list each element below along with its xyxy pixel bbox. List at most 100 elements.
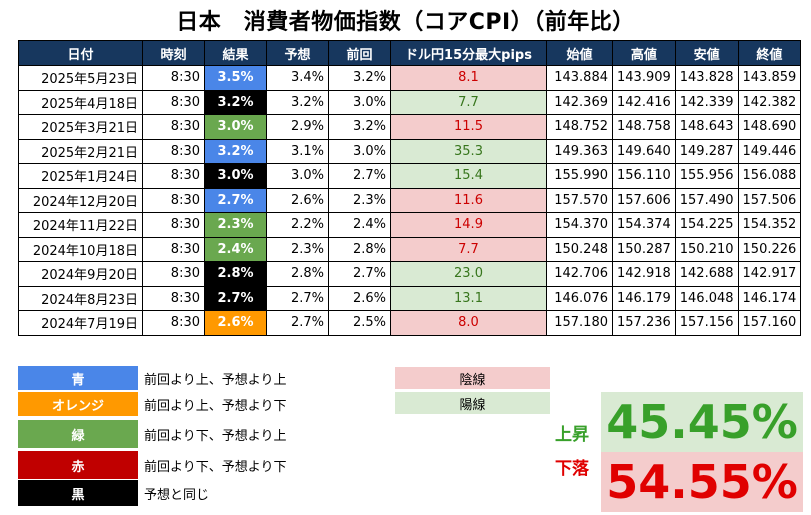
cell-high: 142.416	[612, 89, 676, 115]
legend-swatch-green: 緑	[18, 420, 138, 448]
table-row: 2025年4月18日 8:30 3.2% 3.2% 3.0% 7.7 142.369 142.…	[18, 89, 802, 115]
cell-low: 143.828	[674, 65, 739, 91]
cell-open: 146.076	[546, 285, 613, 311]
cell-time: 8:30	[142, 187, 205, 213]
cell-open: 142.706	[546, 261, 613, 287]
cell-date: 2024年9月20日	[18, 261, 143, 287]
legend-swatch-orange: オレンジ	[18, 392, 138, 416]
cell-date: 2025年2月21日	[18, 138, 143, 164]
cell-time: 8:30	[142, 114, 205, 140]
cell-time: 8:30	[142, 212, 205, 238]
header-previous: 前回	[328, 40, 391, 66]
cell-forecast: 2.7%	[266, 310, 329, 336]
cell-result: 2.4%	[204, 236, 267, 262]
cell-result: 3.0%	[204, 114, 267, 140]
cell-previous: 2.5%	[328, 310, 391, 336]
cell-previous: 2.6%	[328, 285, 391, 311]
cell-open: 143.884	[546, 65, 613, 91]
cell-low: 154.225	[674, 212, 739, 238]
cell-forecast: 3.0%	[266, 163, 329, 189]
cell-forecast: 2.8%	[266, 261, 329, 287]
cell-close: 154.352	[737, 212, 802, 238]
header-high: 高値	[612, 40, 676, 66]
cell-open: 157.570	[546, 187, 613, 213]
cell-close: 150.226	[737, 236, 802, 262]
cell-close: 148.690	[737, 114, 802, 140]
cell-result: 2.8%	[204, 261, 267, 287]
legend-row: 青 前回より上、予想より上	[18, 366, 398, 390]
cell-open: 154.370	[546, 212, 613, 238]
cell-pips: 13.1	[390, 285, 547, 311]
cell-low: 157.156	[674, 310, 739, 336]
header-pips: ドル円15分最大pips	[390, 40, 547, 66]
cell-forecast: 3.4%	[266, 65, 329, 91]
cell-high: 149.640	[612, 138, 676, 164]
cell-result: 3.5%	[204, 65, 267, 91]
page-title: 日本 消費者物価指数（コアCPI）（前年比）	[176, 10, 635, 35]
cell-date: 2025年4月18日	[18, 89, 143, 115]
cell-previous: 3.2%	[328, 65, 391, 91]
cell-time: 8:30	[142, 65, 205, 91]
cell-high: 143.909	[612, 65, 676, 91]
cell-open: 150.248	[546, 236, 613, 262]
down-percentage: 54.55%	[601, 452, 803, 512]
table-body: 2025年5月23日 8:30 3.5% 3.4% 3.2% 8.1 143.884 143.…	[18, 65, 802, 336]
cell-high: 156.110	[612, 163, 676, 189]
cell-close: 149.446	[737, 138, 802, 164]
legend-row: 黒 予想と同じ	[18, 480, 398, 506]
cell-low: 157.490	[674, 187, 739, 213]
cell-forecast: 2.3%	[266, 236, 329, 262]
cell-date: 2024年7月19日	[18, 310, 143, 336]
cell-pips: 11.5	[390, 114, 547, 140]
header-time: 時刻	[142, 40, 205, 66]
down-label: 下落	[555, 459, 589, 479]
cell-pips: 8.0	[390, 310, 547, 336]
cell-previous: 2.7%	[328, 261, 391, 287]
cell-time: 8:30	[142, 285, 205, 311]
legend-desc: 予想と同じ	[144, 487, 210, 503]
table-row: 2025年1月24日 8:30 3.0% 3.0% 2.7% 15.4 155.990 156…	[18, 163, 802, 189]
header-close: 終値	[737, 40, 802, 66]
legend-swatch-black: 黒	[18, 480, 138, 506]
cell-close: 142.917	[737, 261, 802, 287]
cell-pips: 11.6	[390, 187, 547, 213]
cell-date: 2025年5月23日	[18, 65, 143, 91]
cell-forecast: 2.2%	[266, 212, 329, 238]
table-header-row: 日付 時刻 結果 予想 前回 ドル円15分最大pips 始値 高値 安値 終値	[18, 40, 802, 66]
header-open: 始値	[546, 40, 613, 66]
cell-time: 8:30	[142, 163, 205, 189]
cell-previous: 2.8%	[328, 236, 391, 262]
cell-open: 157.180	[546, 310, 613, 336]
cell-time: 8:30	[142, 89, 205, 115]
cell-pips: 35.3	[390, 138, 547, 164]
cell-result: 2.7%	[204, 187, 267, 213]
cell-date: 2025年1月24日	[18, 163, 143, 189]
cell-time: 8:30	[142, 261, 205, 287]
cell-high: 142.918	[612, 261, 676, 287]
cell-time: 8:30	[142, 236, 205, 262]
table-row: 2024年11月22日 8:30 2.3% 2.2% 2.4% 14.9 154.370 15…	[18, 212, 802, 238]
table-row: 2024年7月19日 8:30 2.6% 2.7% 2.5% 8.0 157.180 157.…	[18, 310, 802, 336]
cell-forecast: 2.9%	[266, 114, 329, 140]
cell-pips: 15.4	[390, 163, 547, 189]
cell-open: 142.369	[546, 89, 613, 115]
up-label: 上昇	[555, 425, 589, 445]
cell-result: 3.0%	[204, 163, 267, 189]
cell-low: 146.048	[674, 285, 739, 311]
cell-high: 148.758	[612, 114, 676, 140]
legend-row: 赤 前回より下、予想より下	[18, 451, 398, 479]
bullish-candle-legend: 陽線	[395, 392, 550, 414]
cell-close: 143.859	[737, 65, 802, 91]
cell-date: 2024年11月22日	[18, 212, 143, 238]
cell-open: 148.752	[546, 114, 613, 140]
table-row: 2024年8月23日 8:30 2.7% 2.7% 2.6% 13.1 146.076 146…	[18, 285, 802, 311]
cell-high: 146.179	[612, 285, 676, 311]
cell-pips: 8.1	[390, 65, 547, 91]
cell-previous: 3.0%	[328, 89, 391, 115]
header-forecast: 予想	[266, 40, 329, 66]
cell-pips: 23.0	[390, 261, 547, 287]
cell-result: 2.7%	[204, 285, 267, 311]
table-row: 2025年3月21日 8:30 3.0% 2.9% 3.2% 11.5 148.752 148…	[18, 114, 802, 140]
cell-close: 157.160	[737, 310, 802, 336]
cell-previous: 2.7%	[328, 163, 391, 189]
